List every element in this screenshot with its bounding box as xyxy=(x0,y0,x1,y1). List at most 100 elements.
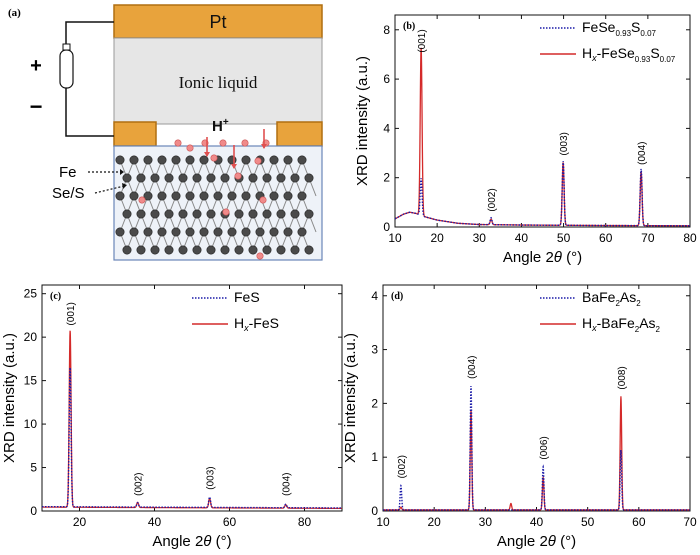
atom xyxy=(143,191,153,201)
panel-label-c: (c) xyxy=(50,291,61,302)
atom xyxy=(234,209,244,219)
pt-contact-left xyxy=(113,121,157,147)
atom xyxy=(220,173,230,183)
atom xyxy=(164,173,174,183)
series-line-pristine xyxy=(383,386,690,511)
atom xyxy=(199,227,209,237)
panel-label-b: (b) xyxy=(403,21,415,32)
atom xyxy=(262,245,272,255)
atom xyxy=(297,191,307,201)
atom xyxy=(234,245,244,255)
atom xyxy=(276,173,286,183)
se-s-label: Se/S xyxy=(52,185,85,202)
pt-contact-right xyxy=(276,121,323,147)
peak-label: (004) xyxy=(282,472,293,495)
legend-label: FeSe0.93S0.07 xyxy=(582,19,657,38)
y-tick-label: 0 xyxy=(371,504,378,518)
peak-label: (003) xyxy=(206,466,217,489)
y-axis-label: XRD intensity (a.u.) xyxy=(354,56,371,186)
wire-top xyxy=(65,21,114,42)
proton xyxy=(222,208,230,216)
x-tick-label: 20 xyxy=(430,231,444,245)
legend-label: Hx-BaFe2As2 xyxy=(582,315,661,334)
atom xyxy=(164,245,174,255)
proton xyxy=(138,196,146,204)
y-tick-label: 15 xyxy=(24,374,38,388)
atom xyxy=(199,191,209,201)
atom xyxy=(136,209,146,219)
atom xyxy=(115,155,125,165)
atom xyxy=(269,227,279,237)
x-tick-label: 20 xyxy=(427,515,441,529)
atom xyxy=(150,209,160,219)
atom xyxy=(199,155,209,165)
y-tick-label: 8 xyxy=(383,23,390,37)
atom xyxy=(178,245,188,255)
x-tick-label: 40 xyxy=(515,231,529,245)
fe-label: Fe xyxy=(59,164,77,181)
crystal-region xyxy=(113,145,323,261)
atom xyxy=(248,245,258,255)
atom xyxy=(143,155,153,165)
proton xyxy=(174,139,182,147)
atom xyxy=(297,227,307,237)
x-tick-label: 70 xyxy=(641,231,655,245)
atom xyxy=(269,155,279,165)
x-tick-label: 10 xyxy=(376,515,390,529)
legend-label: BaFe2As2 xyxy=(582,289,641,308)
atom xyxy=(164,209,174,219)
se-s-pointer-arrow xyxy=(122,183,127,189)
x-tick-label: 80 xyxy=(683,231,697,245)
atom xyxy=(192,173,202,183)
atom xyxy=(171,227,181,237)
atom xyxy=(192,209,202,219)
atom xyxy=(241,155,251,165)
proton xyxy=(234,172,242,180)
proton xyxy=(259,196,267,204)
x-tick-label: 30 xyxy=(473,231,487,245)
atom xyxy=(227,191,237,201)
x-tick-label: 10 xyxy=(388,231,402,245)
y-tick-label: 2 xyxy=(371,396,378,410)
atom xyxy=(255,227,265,237)
legend-label: FeS xyxy=(234,289,260,305)
atom xyxy=(283,155,293,165)
x-tick-label: 70 xyxy=(683,515,697,529)
atom xyxy=(283,191,293,201)
x-tick-label: 40 xyxy=(530,515,544,529)
atom xyxy=(136,245,146,255)
atom xyxy=(185,227,195,237)
atom xyxy=(241,227,251,237)
atom xyxy=(220,245,230,255)
legend-label: Hx-FeSe0.93S0.07 xyxy=(582,45,676,64)
y-tick-label: 20 xyxy=(24,330,38,344)
y-tick-label: 6 xyxy=(383,72,390,86)
atom xyxy=(304,173,314,183)
x-axis-label: Angle 2θ (°) xyxy=(497,533,576,550)
atom xyxy=(206,173,216,183)
x-tick-label: 30 xyxy=(479,515,493,529)
atom xyxy=(171,191,181,201)
peak-label: (004) xyxy=(467,355,478,378)
plot-frame xyxy=(41,284,343,512)
atom xyxy=(297,155,307,165)
chart-panel-c: 20 40 60 80 0 5 10 15 20 25 Angle 2θ (°) XRD intens… xyxy=(1,284,343,550)
proton xyxy=(256,252,264,260)
x-tick-label: 50 xyxy=(581,515,595,529)
atom xyxy=(136,173,146,183)
peak-label: (008) xyxy=(617,366,628,389)
atom xyxy=(185,191,195,201)
ionic-liquid xyxy=(113,37,323,125)
peak-label: (002) xyxy=(487,188,498,211)
y-axis-label: XRD intensity (a.u.) xyxy=(342,333,359,463)
minus-sign: − xyxy=(30,94,43,119)
series-line-pristine xyxy=(395,161,690,227)
panel-label-d: (d) xyxy=(391,291,403,302)
atom xyxy=(304,209,314,219)
atom xyxy=(206,209,216,219)
fe-pointer-arrow xyxy=(120,169,124,175)
y-axis-label: XRD intensity (a.u.) xyxy=(1,333,18,463)
atom xyxy=(171,155,181,165)
atom xyxy=(283,227,293,237)
proton xyxy=(186,144,194,152)
